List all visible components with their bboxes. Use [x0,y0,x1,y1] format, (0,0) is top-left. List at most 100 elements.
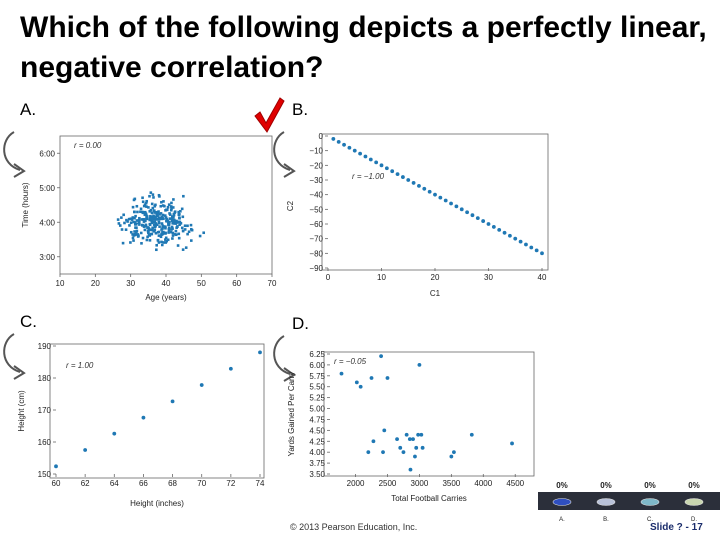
data-point [120,228,124,231]
x-tick-label: 10 [377,273,386,282]
data-point [176,244,180,247]
data-point [145,216,148,220]
curved-arrow-icon [273,131,296,178]
poll-percent: 0% [600,481,612,490]
data-point [152,214,155,218]
y-axis-label: Height (cm) [18,390,26,432]
data-point [167,221,170,225]
data-point [534,248,539,253]
plot-area [59,135,273,275]
poll-percent: 0% [688,481,700,490]
data-point [371,439,376,444]
data-point [417,363,422,367]
data-point [127,217,131,221]
data-point [174,229,178,233]
data-point [134,214,137,218]
data-point [170,399,175,404]
data-point [159,217,162,220]
y-tick-label: 160 [38,438,52,447]
x-tick-label: 4000 [474,479,492,488]
data-point [449,454,454,459]
data-point [141,224,144,227]
x-tick-label: 20 [431,273,440,282]
y-tick-label: 3:00 [39,253,55,262]
poll-percent: 0% [556,481,568,490]
data-point [165,220,168,223]
slide-number: Slide ? - 17 [650,522,703,533]
scatter-plot-a-svg: r = 0.00 Age (years) Time (hours) 10 20 30… [21,135,277,302]
data-point [133,216,136,220]
x-tick-label: 40 [538,273,547,282]
data-point [131,216,135,219]
y-tick-label: −30 [309,176,323,185]
data-point [117,222,121,225]
data-point [135,204,139,208]
data-point [174,222,178,225]
poll-bars-svg: 0% A. 0% B. 0% C. 0% D. [538,481,720,523]
data-point [164,236,168,240]
data-point [164,241,168,244]
plot-area [321,133,549,271]
data-point [171,234,175,237]
y-tick-label: 3.50 [309,470,325,479]
x-axis-label: Total Football Carries [391,494,467,503]
data-point [158,225,161,228]
data-point [186,224,189,228]
data-point [165,239,168,243]
data-point [143,203,147,206]
y-tick-label: 5.50 [309,383,325,392]
data-point [150,232,154,236]
data-point [161,216,164,220]
plot-area [49,343,265,479]
y-tick-label: 170 [38,406,52,415]
data-point [166,205,170,209]
data-point [147,206,150,209]
data-point [155,248,158,252]
data-point [406,178,411,182]
data-point [465,210,469,215]
data-point [407,437,412,441]
data-point [141,211,145,215]
data-point [125,218,128,222]
data-point [150,211,154,215]
data-point [150,228,154,232]
x-tick-label: 72 [226,479,235,488]
y-tick-label: 4:00 [39,218,55,227]
data-point [167,231,170,234]
data-point [155,213,159,217]
data-point [481,219,486,223]
data-point [513,236,518,241]
data-point [173,210,177,214]
poll-option-label: B. [603,517,609,523]
data-point [118,224,122,227]
data-point [401,175,405,179]
data-point [169,208,173,212]
data-point [165,217,169,221]
data-point [131,236,135,240]
data-point [374,160,379,165]
data-point [161,224,164,228]
data-point [422,186,427,191]
data-point [258,350,262,355]
data-point [171,227,174,230]
x-tick-label: 66 [139,479,148,488]
x-axis-label: C1 [430,289,441,298]
data-point [183,228,187,231]
data-point [158,213,161,216]
data-point [384,166,389,171]
data-point [121,241,125,245]
x-tick-label: 3000 [411,479,429,488]
data-point [416,432,421,437]
x-tick-label: 30 [484,273,493,282]
data-point [199,383,204,387]
data-point [420,445,425,450]
data-point [152,209,156,213]
data-point [145,215,149,218]
data-point [182,194,185,198]
data-point [157,210,160,213]
y-tick-label: 190 [38,342,52,351]
data-point [470,213,475,218]
data-point [140,218,144,221]
y-tick-label: 6.00 [309,361,325,370]
x-tick-label: 74 [256,479,265,488]
